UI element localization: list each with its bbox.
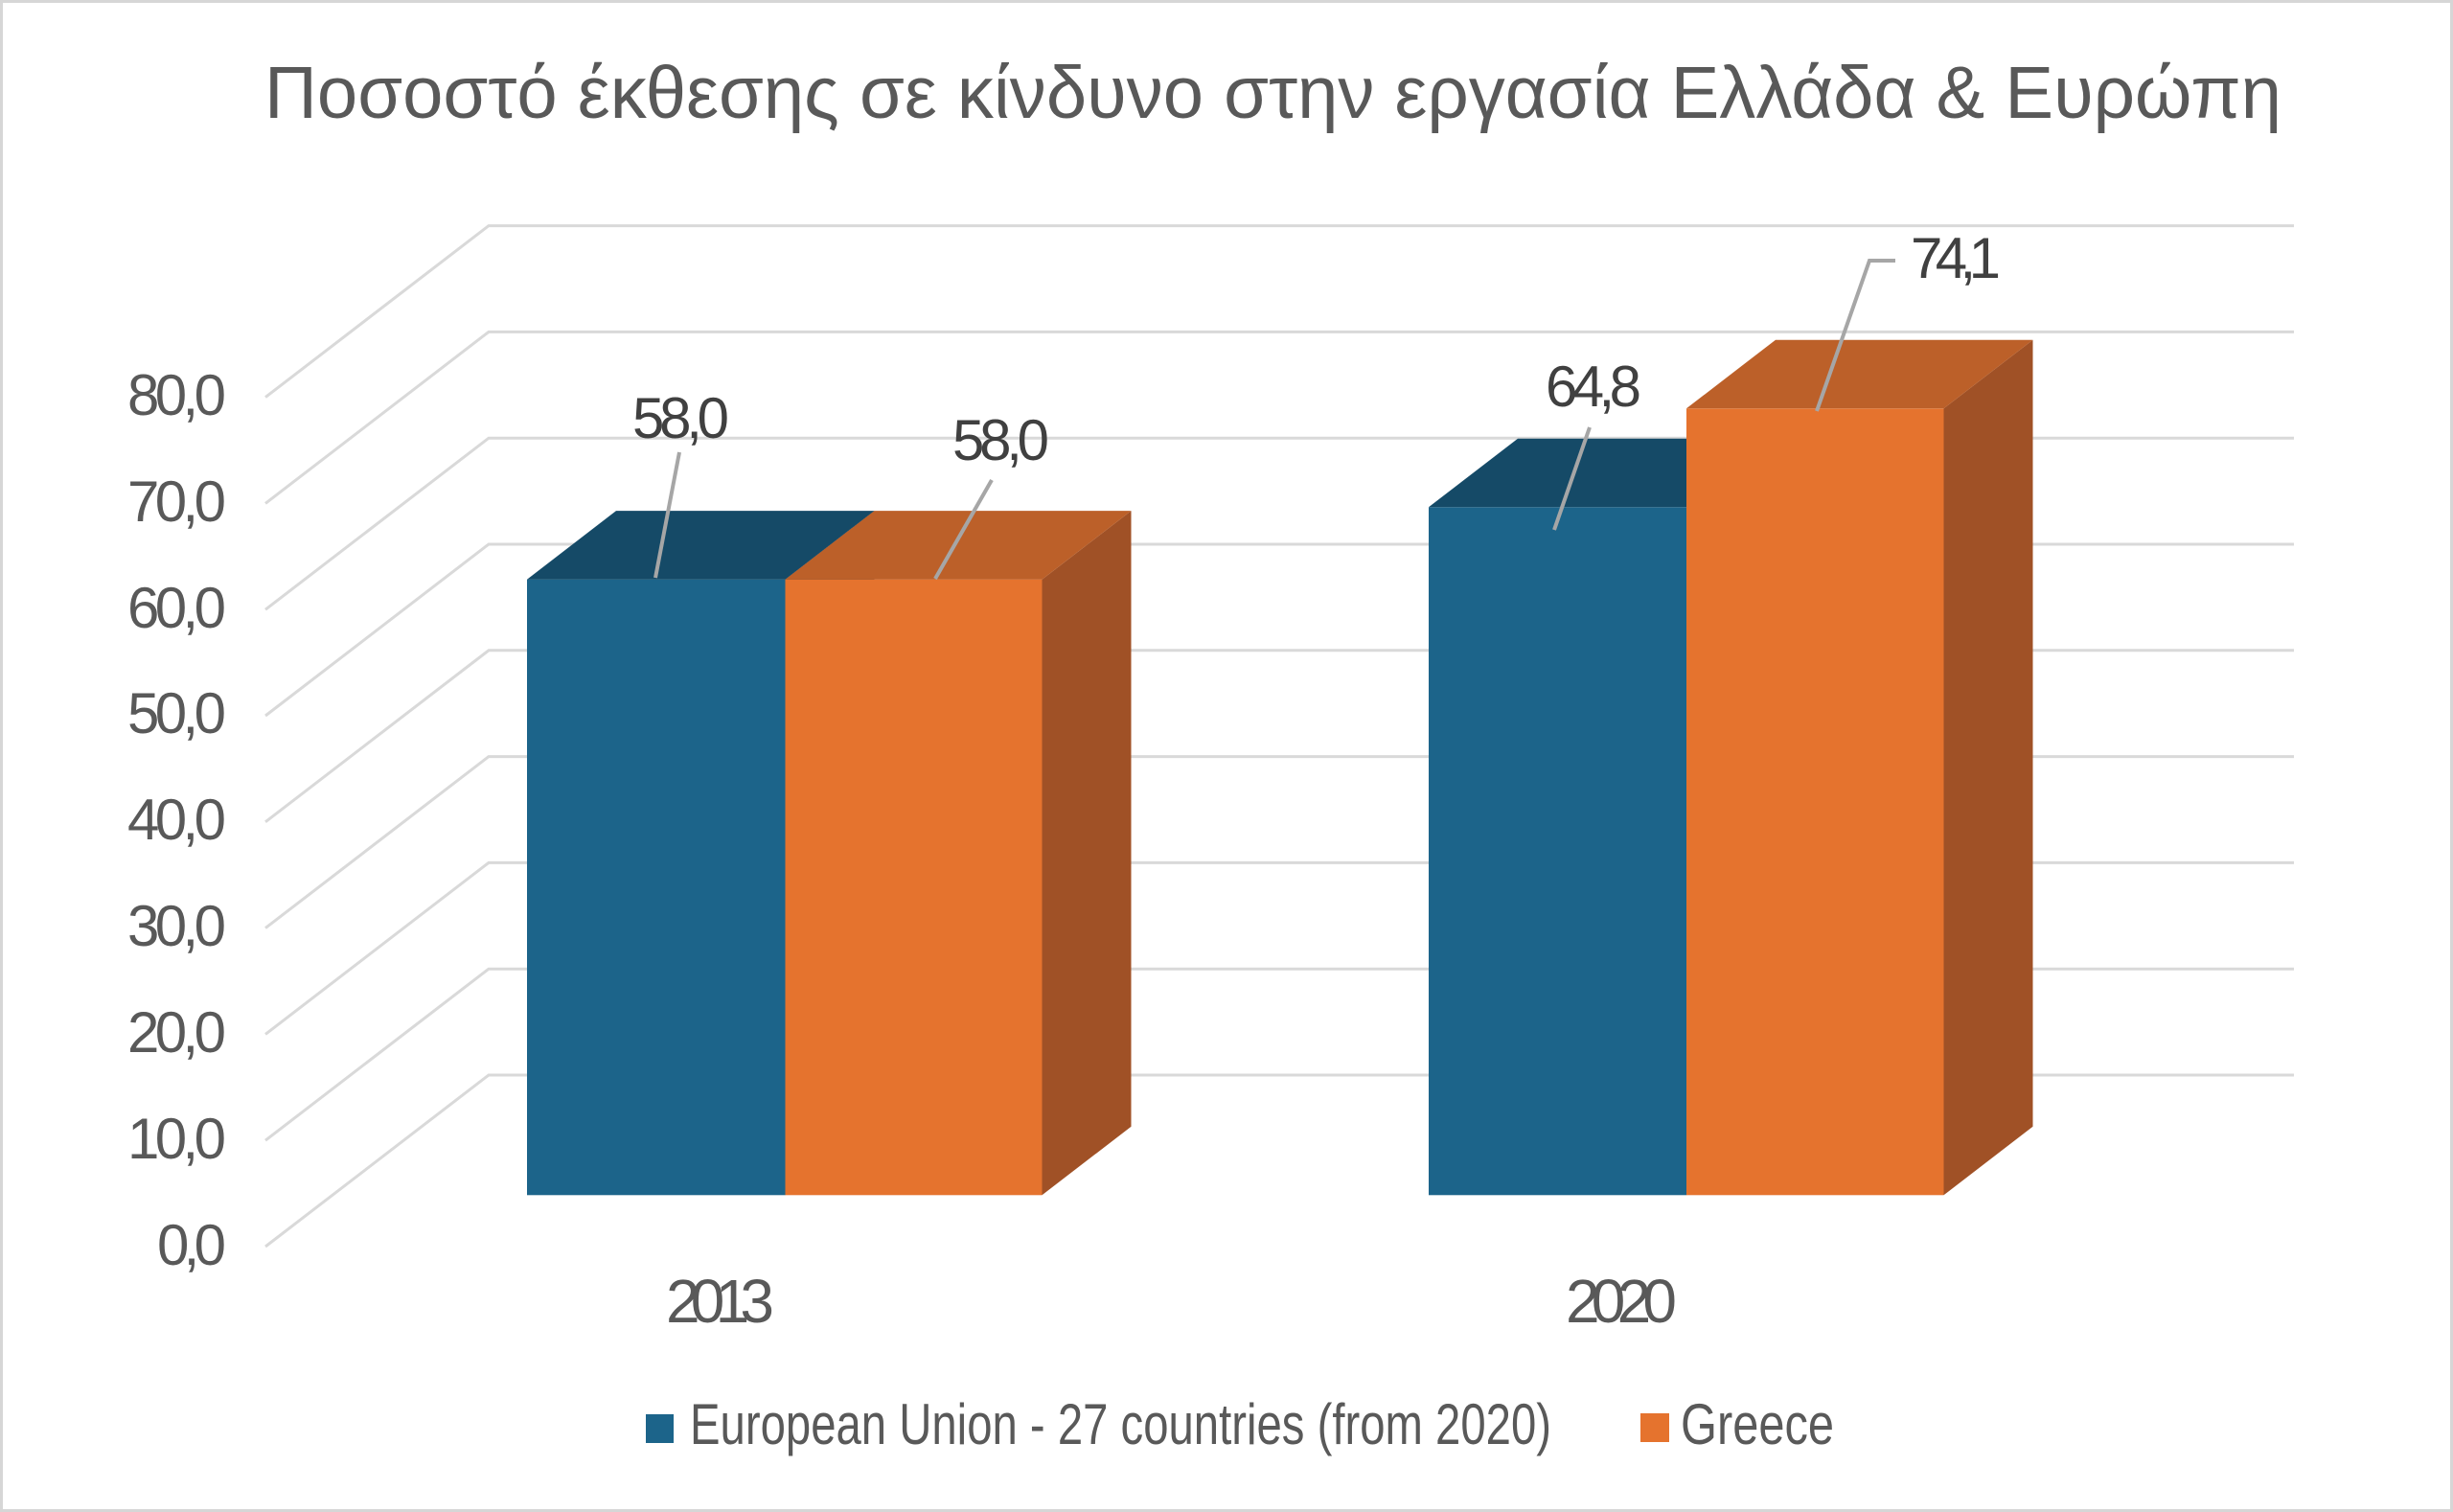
svg-text:70,0: 70,0 (127, 470, 226, 534)
svg-text:0,0: 0,0 (157, 1213, 226, 1277)
svg-text:2020: 2020 (1566, 1267, 1677, 1336)
svg-text:50,0: 50,0 (127, 681, 226, 745)
svg-text:Ποσοστό έκθεσης σε κίνδυνο στη: Ποσοστό έκθεσης σε κίνδυνο στην εργασία … (264, 52, 2281, 134)
svg-text:64,8: 64,8 (1546, 355, 1641, 419)
svg-text:20,0: 20,0 (127, 1000, 226, 1065)
svg-text:58,0: 58,0 (952, 408, 1049, 472)
svg-text:40,0: 40,0 (127, 788, 226, 852)
svg-text:60,0: 60,0 (127, 576, 226, 640)
svg-text:80,0: 80,0 (127, 363, 226, 427)
svg-text:58,0: 58,0 (632, 386, 729, 450)
svg-text:10,0: 10,0 (127, 1107, 226, 1171)
svg-text:2013: 2013 (666, 1267, 774, 1336)
svg-text:74,1: 74,1 (1911, 226, 2001, 290)
svg-text:Greece: Greece (1681, 1392, 1834, 1456)
svg-text:European Union - 27 countries: European Union - 27 countries (from 2020… (690, 1392, 1551, 1456)
svg-text:30,0: 30,0 (127, 894, 226, 958)
